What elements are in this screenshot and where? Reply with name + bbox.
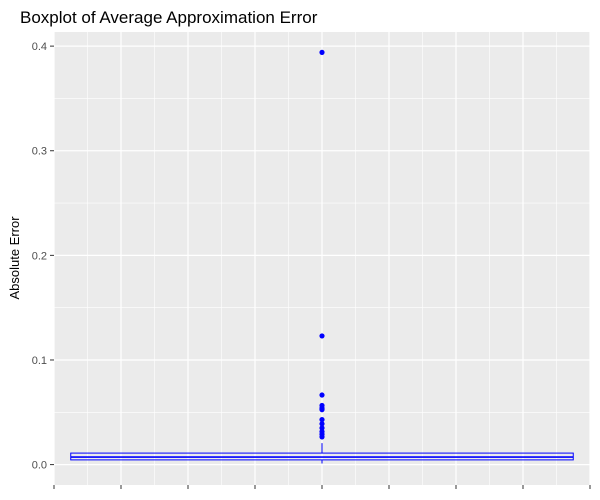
- y-tick-label: 0.1: [32, 355, 47, 367]
- chart-title: Boxplot of Average Approximation Error: [20, 8, 318, 27]
- outlier-point: [319, 421, 325, 427]
- outlier-point: [319, 434, 325, 440]
- y-axis-ticks: 0.0 0.1 0.2 0.3 0.4: [32, 41, 54, 472]
- major-gridlines: [53, 32, 591, 485]
- y-tick-label: 0.0: [32, 460, 47, 472]
- x-axis-ticks: [53, 485, 591, 489]
- outlier-point: [319, 49, 325, 56]
- y-tick-label: 0.2: [32, 250, 47, 262]
- outlier-point: [319, 425, 325, 431]
- outlier-point: [319, 392, 325, 398]
- y-tick-label: 0.3: [32, 146, 47, 158]
- y-axis-label: Absolute Error: [7, 216, 22, 300]
- outlier-point: [319, 407, 325, 413]
- outlier-point: [319, 333, 325, 339]
- y-tick-label: 0.4: [32, 41, 47, 53]
- outlier-points: [319, 49, 325, 440]
- outlier-point: [319, 417, 325, 423]
- boxplot-series: [70, 443, 574, 464]
